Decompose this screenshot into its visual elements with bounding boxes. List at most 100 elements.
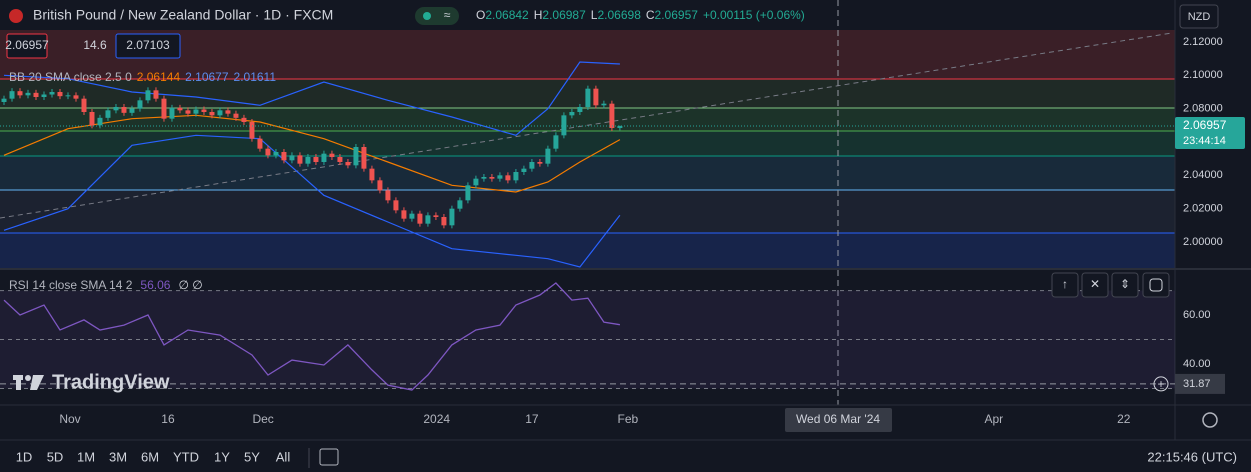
bb-value: 2.06144: [137, 70, 181, 84]
currency-button[interactable]: [1179, 4, 1219, 29]
pane-button[interactable]: [1111, 272, 1139, 298]
timeframe-button[interactable]: 1M: [77, 449, 95, 464]
crosshair-date: Wed 06 Mar '24: [796, 412, 880, 426]
pane-button-icon[interactable]: ↑: [1062, 277, 1068, 291]
candle-body: [369, 168, 375, 181]
candle-body: [401, 210, 407, 219]
candle-body: [569, 112, 575, 116]
candle-body: [513, 172, 519, 181]
candle-body: [97, 117, 103, 126]
candle-body: [161, 98, 167, 119]
pane-button[interactable]: [1051, 272, 1079, 298]
candle-body: [321, 153, 327, 162]
status-pill: [415, 7, 459, 25]
y-tick-label: 2.00000: [1183, 236, 1223, 248]
candle-body: [609, 103, 615, 128]
rsi-plot: [0, 282, 1175, 391]
ui: British Pound / New Zealand Dollar · 1D …: [5, 4, 1245, 468]
bid[interactable]: 2.06957: [5, 38, 49, 52]
logo-part: [30, 375, 44, 390]
band-line: [3, 61, 620, 136]
watermark-text: TradingView: [52, 371, 170, 393]
pane-button[interactable]: [1142, 272, 1170, 298]
last-time: 23:44:14: [1183, 135, 1226, 147]
candle-body: [409, 213, 415, 219]
candle-body: [25, 92, 31, 96]
add-alert-icon[interactable]: [1153, 376, 1169, 392]
pane-buttons: ↑ ✕ ⇕: [1051, 272, 1170, 298]
timeframe-button[interactable]: 5D: [47, 449, 64, 464]
rsi-tick-label: 40.00: [1183, 358, 1211, 370]
zone: [0, 190, 1175, 233]
crosshair-value-box: [1175, 373, 1225, 394]
bb-value: 2.01611: [234, 70, 277, 84]
calendar-icon[interactable]: [319, 448, 339, 466]
candle-body: [73, 95, 79, 99]
timeframe-button[interactable]: 1Y: [214, 449, 230, 464]
clock: 22:15:46 (UTC): [1147, 449, 1237, 464]
timeframe-button[interactable]: 1D: [16, 449, 33, 464]
candle-body: [497, 175, 503, 179]
candle-body: [1, 98, 7, 102]
ohlc-label: O: [476, 8, 485, 22]
rsi-line: [3, 282, 621, 391]
symbol-title: British Pound / New Zealand Dollar · 1D …: [33, 7, 333, 23]
timeframe-button[interactable]: 3M: [109, 449, 127, 464]
crosshair-date-box: [785, 408, 892, 432]
zone: [0, 233, 1175, 268]
pane-button-icon[interactable]: ⇕: [1120, 277, 1130, 291]
candle-body: [361, 147, 367, 169]
ohlc-value: 2.06987: [542, 8, 586, 22]
status-dot: [423, 12, 431, 20]
last-price: 2.06957: [1183, 118, 1227, 132]
candle-body: [129, 108, 135, 113]
ohlc: O2.06842 H2.06987 L2.06698 C2.06957 +0.00115…: [476, 8, 805, 22]
candle-body: [385, 190, 391, 201]
candle-body: [617, 126, 623, 128]
candle-body: [457, 200, 463, 209]
candle-body: [417, 213, 423, 224]
candle-body: [57, 92, 63, 97]
timeframe-button[interactable]: 5Y: [244, 449, 260, 464]
candle-body: [329, 153, 335, 157]
candle-body: [185, 110, 191, 114]
candle-body: [425, 215, 431, 224]
candle-body: [297, 155, 303, 164]
ask[interactable]: 2.07103: [126, 38, 170, 52]
candle-body: [217, 110, 223, 116]
zone: [0, 108, 1175, 131]
zones: [0, 30, 1175, 268]
bid-box[interactable]: [6, 33, 48, 59]
candle-body: [241, 117, 247, 122]
pane-button-icon[interactable]: ✕: [1090, 277, 1100, 291]
candle-body: [273, 152, 279, 156]
candle-body: [17, 91, 23, 96]
pane-button-icon[interactable]: [1149, 278, 1163, 292]
x-tick-label: Feb: [618, 412, 639, 426]
rsi-label: RSI 14 close SMA 14 2: [9, 278, 133, 292]
candle-body: [393, 200, 399, 211]
add-alert-plus[interactable]: +: [1157, 377, 1164, 391]
settings-icon[interactable]: [1202, 412, 1218, 428]
candle-body: [201, 109, 207, 112]
candle-body: [529, 162, 535, 169]
candle-body: [225, 110, 231, 114]
pane-button[interactable]: [1081, 272, 1109, 298]
candle-body: [473, 178, 479, 186]
candle-body: [177, 107, 183, 111]
price-plot: [0, 61, 1175, 268]
candle-body: [65, 95, 71, 97]
candle-body: [545, 148, 551, 164]
ohlc-value: 2.06842: [485, 8, 529, 22]
timeframe-button[interactable]: All: [276, 449, 291, 464]
timeframe-button[interactable]: 6M: [141, 449, 159, 464]
candle-body: [193, 109, 199, 114]
currency[interactable]: NZD: [1188, 11, 1211, 23]
candle-body: [465, 185, 471, 201]
candle-body: [121, 107, 127, 113]
candle-body: [345, 162, 351, 166]
ask-box[interactable]: [115, 33, 181, 59]
timeframe-button[interactable]: YTD: [173, 449, 199, 464]
ohlc-label: C: [646, 8, 655, 22]
